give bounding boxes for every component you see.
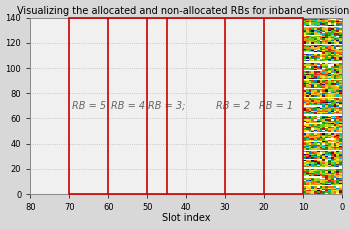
Text: RB = 5: RB = 5 [72, 101, 106, 111]
X-axis label: Slot index: Slot index [162, 213, 210, 224]
Bar [69, 18, 303, 194]
Text: RB = 2: RB = 2 [216, 101, 250, 111]
Text: RB = 3;: RB = 3; [148, 101, 185, 111]
Text: RB = 1: RB = 1 [259, 101, 293, 111]
Title: Visualizing the allocated and non-allocated RBs for inband-emissions: Visualizing the allocated and non-alloca… [18, 5, 350, 16]
Text: RB = 4: RB = 4 [111, 101, 145, 111]
